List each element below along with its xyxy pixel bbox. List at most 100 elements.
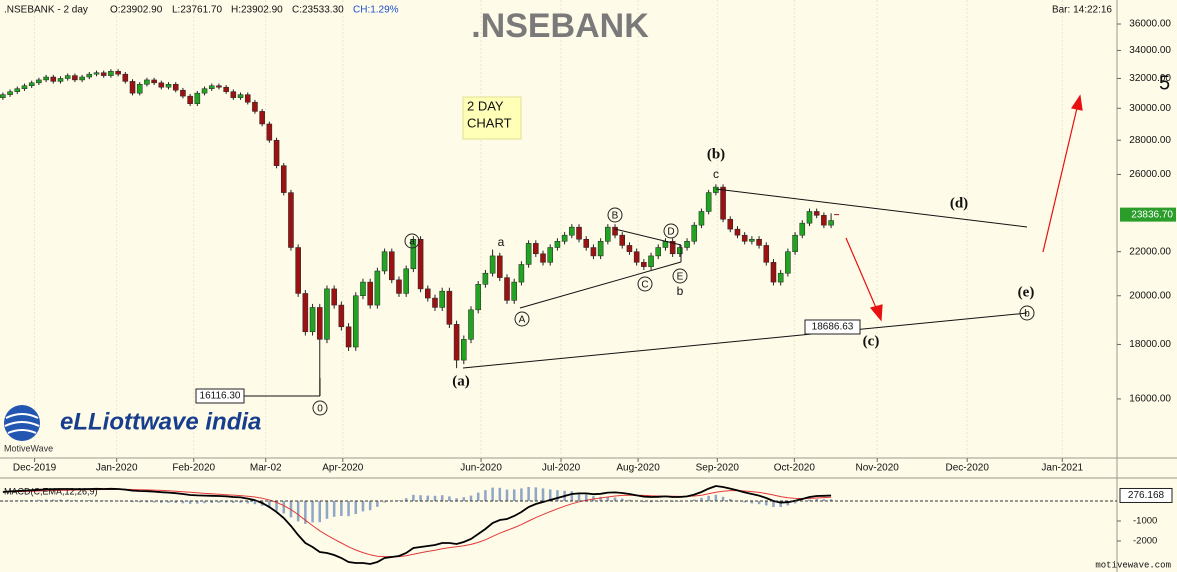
last-value-label: 276.168 [1128,490,1165,501]
candle-body [590,247,597,257]
histogram-bar [426,495,430,501]
price-note-box [195,388,245,404]
candle-body [720,186,726,220]
price-note: 16116.30 [200,391,241,402]
candle-body [72,75,78,81]
candle-body [669,241,676,255]
candle-body [511,281,517,301]
candle-body [187,95,193,104]
candle-body [36,79,42,84]
histogram-bar [786,501,790,506]
histogram-bar [822,499,826,501]
x-tick-label: Jul-2020 [542,463,581,474]
histogram-bar [599,496,602,501]
histogram-bar [102,500,105,501]
histogram-bar [649,501,653,503]
candle-body [136,84,143,94]
candle-body [389,251,395,281]
candle-body [115,71,121,75]
histogram-bar [217,501,221,503]
histogram-bar [340,501,343,516]
candle-body [554,241,561,248]
candle-body [309,307,316,333]
last-price-label: 23836.70 [1131,209,1173,220]
histogram-bar [224,501,228,503]
histogram-bar [606,496,610,501]
candle-body [525,243,532,265]
candle-body [828,220,834,226]
candle-body [43,76,49,81]
candle-body [57,78,64,82]
candle-body [482,272,489,285]
candle-body [799,222,806,236]
histogram-bar [462,497,466,501]
circled-label: 0 [317,404,323,415]
candle-body [180,89,186,97]
candle-body [208,85,215,89]
candle-body [662,241,669,248]
candle-body [806,211,813,224]
histogram-bar [318,501,322,523]
candle-body [684,241,690,248]
circled-label: A [519,315,526,326]
candle-body [410,238,417,270]
histogram-bar [498,487,502,501]
wave-circle [404,233,420,249]
histogram-bar [397,500,401,501]
histogram-bar [116,500,120,502]
histogram-bar [491,487,494,501]
candle-body [756,238,762,246]
histogram-bar [145,501,149,503]
histogram-bar [275,501,278,511]
last-value-box [1119,487,1173,503]
candle-body [100,72,107,76]
candle-body [597,241,604,257]
histogram-bar [52,499,55,501]
candle-body [403,268,409,294]
candle-body [439,290,445,308]
histogram-bar [505,489,509,501]
wave-label: (c) [863,333,880,349]
candle-body [569,226,575,236]
histogram-bar [44,499,48,501]
histogram-bar [325,501,329,519]
wave-label: (b) [707,146,725,162]
candle-body [813,211,820,216]
arrows [845,94,1083,322]
note-line: CHART [467,115,512,130]
histogram-bar [181,501,185,504]
candle-body [345,326,352,348]
ohlc-low: L:23761.70 [172,5,222,16]
histogram-bar [383,501,386,503]
candle-body [432,297,438,308]
x-tick-label: Apr-2020 [322,463,364,474]
histogram-bar [455,498,458,501]
candle-body [230,91,237,98]
histogram-bar [152,501,156,503]
candle-body [381,251,388,272]
candle-body [626,245,633,252]
candle-body [641,262,647,267]
x-tick-label: Dec-2020 [946,463,990,474]
histogram-bar [138,501,141,503]
histogram-bar [239,501,242,503]
logo-brand: eLLiottwave india [60,408,261,435]
chart-title: .NSEBANK [471,7,649,45]
histogram-bar [757,501,761,505]
histogram-bar [160,501,163,503]
histogram-bar [743,501,746,503]
candle-body [172,84,179,91]
candle-body [605,226,611,242]
histogram-bar [520,488,523,501]
wave-circle [312,400,328,416]
candle-body [367,281,373,306]
histogram-bar [232,501,235,503]
candle-body [158,82,165,88]
candle-body [461,339,467,361]
candle-body [475,284,481,311]
wave-circle [672,268,688,284]
candle-body [446,290,453,325]
histogram-bar [167,501,170,503]
wave-label: c [713,167,719,181]
x-tick-label: Jan-2021 [1041,463,1083,474]
